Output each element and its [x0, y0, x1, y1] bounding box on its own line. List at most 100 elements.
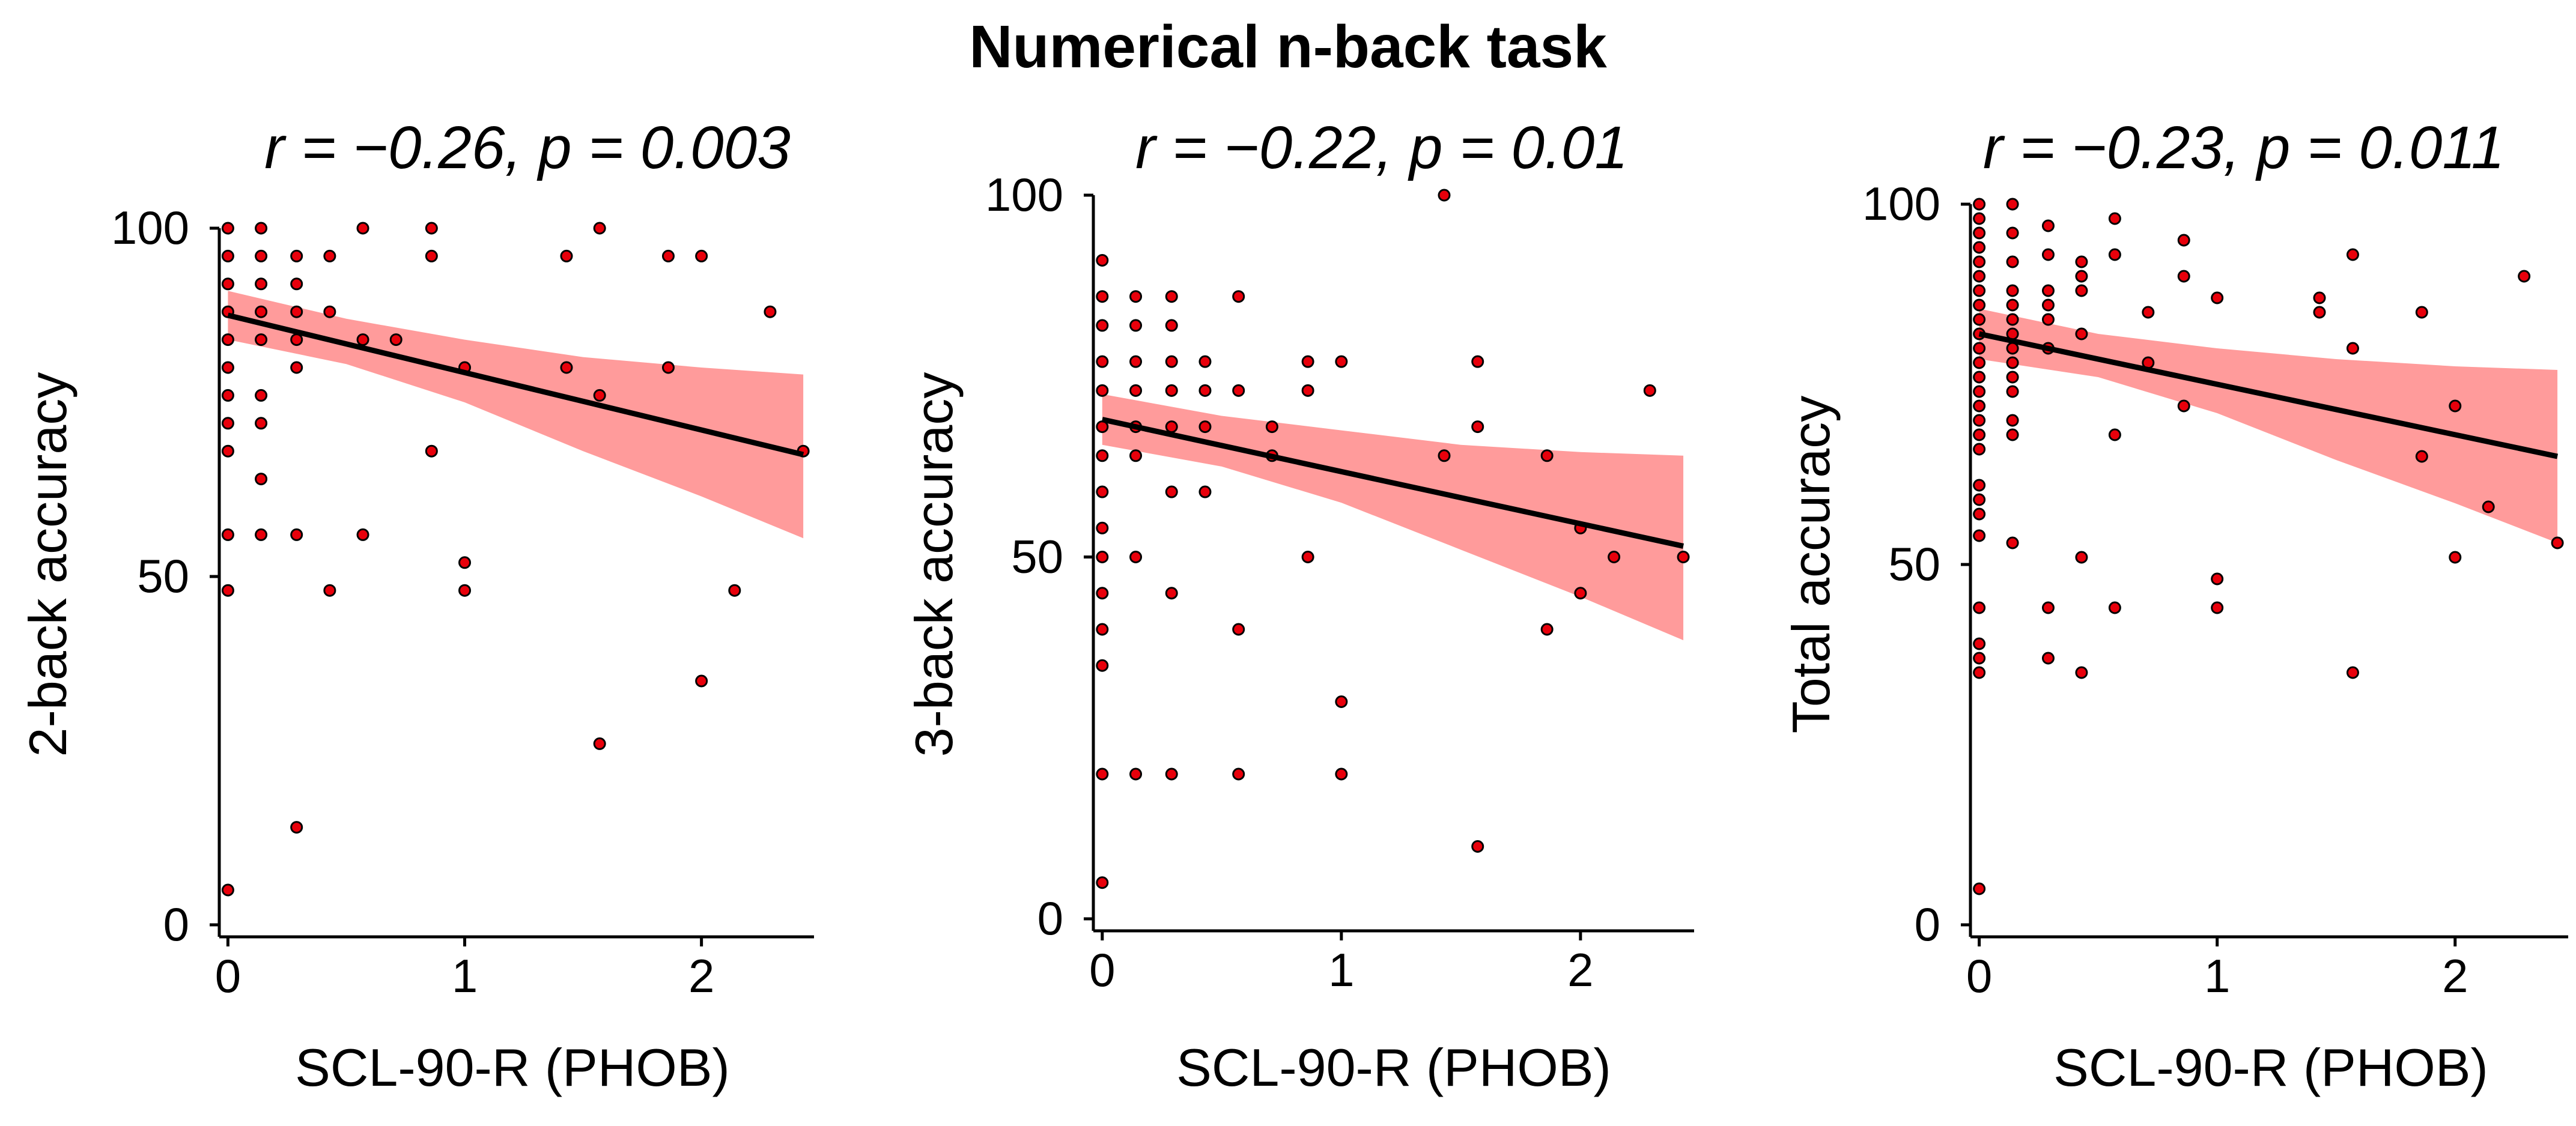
data-point: [1198, 420, 1212, 434]
data-point: [323, 584, 336, 597]
data-point: [2006, 356, 2019, 369]
data-point: [2211, 291, 2224, 304]
data-point: [1335, 355, 1348, 368]
x-tick-label: 0: [1966, 949, 1992, 1002]
data-point: [2518, 270, 2531, 283]
x-tick-label: 2: [688, 949, 714, 1002]
regression-line: [227, 312, 804, 458]
data-point: [2075, 284, 2088, 297]
data-point: [1301, 551, 1314, 563]
data-point: [1973, 270, 1986, 283]
data-point: [1096, 290, 1109, 303]
data-point: [2006, 371, 2019, 384]
data-point: [1471, 355, 1484, 368]
data-point: [2346, 342, 2359, 355]
data-point: [221, 249, 234, 262]
data-point: [1973, 255, 1986, 268]
data-point: [1471, 420, 1484, 434]
data-point: [1438, 449, 1451, 462]
data-point: [2041, 313, 2055, 326]
data-point: [1540, 623, 1554, 636]
data-point: [2211, 572, 2224, 586]
y-tick-label: 100: [111, 201, 189, 254]
x-tick-label: 1: [452, 949, 478, 1002]
data-point: [2108, 601, 2121, 614]
data-point: [661, 249, 675, 262]
y-axis-label: 3-back accuracy: [904, 372, 964, 757]
data-point: [1540, 449, 1554, 462]
data-point: [255, 249, 268, 262]
data-point: [1973, 198, 1986, 211]
data-point: [255, 528, 268, 541]
confidence-band: [1979, 309, 2558, 543]
data-point: [1973, 529, 1986, 542]
data-point: [1973, 666, 1986, 679]
data-point: [255, 333, 268, 347]
data-point: [560, 361, 573, 374]
data-point: [1198, 485, 1212, 498]
data-point: [1973, 313, 1986, 326]
data-point: [1129, 319, 1143, 332]
data-point: [1973, 479, 1986, 492]
data-point: [1973, 414, 1986, 427]
data-point: [2075, 327, 2088, 341]
data-point: [1335, 695, 1348, 708]
regression-line: [1978, 331, 2559, 459]
data-point: [2006, 313, 2019, 326]
data-point: [1608, 551, 1621, 563]
data-point: [1165, 355, 1178, 368]
x-axis-label: SCL-90-R (PHOB): [295, 1038, 730, 1097]
data-point: [2449, 399, 2462, 413]
data-point: [290, 821, 303, 834]
data-point: [1129, 355, 1143, 368]
data-point: [1301, 355, 1314, 368]
data-point: [1096, 876, 1109, 889]
y-tick-label: 100: [985, 168, 1063, 221]
data-point: [1973, 652, 1986, 665]
data-point: [1301, 384, 1314, 397]
data-point: [221, 444, 234, 458]
data-point: [2041, 219, 2055, 232]
data-point: [1198, 355, 1212, 368]
data-point: [1973, 428, 1986, 441]
data-point: [2482, 500, 2495, 513]
data-point: [1096, 623, 1109, 636]
data-point: [661, 361, 675, 374]
data-point: [290, 305, 303, 318]
data-point: [1232, 384, 1245, 397]
data-point: [290, 249, 303, 262]
data-point: [356, 333, 369, 347]
data-point: [1973, 356, 1986, 369]
data-point: [2346, 248, 2359, 261]
data-point: [2108, 212, 2121, 225]
data-point: [2075, 551, 2088, 564]
data-point: [1973, 493, 1986, 506]
data-point: [2108, 248, 2121, 261]
figure-title: Numerical n-back task: [969, 13, 1607, 80]
data-point: [593, 389, 606, 402]
data-point: [2006, 414, 2019, 427]
data-point: [290, 277, 303, 291]
y-tick-label: 100: [1862, 177, 1940, 230]
data-point: [2041, 284, 2055, 297]
data-point: [2551, 536, 2564, 549]
data-point: [2075, 270, 2088, 283]
confidence-band: [228, 291, 804, 539]
y-axis-label: Total accuracy: [1781, 396, 1841, 733]
data-point: [2006, 198, 2019, 211]
stat-annotation: r = −0.22, p = 0.01: [1135, 114, 1628, 181]
data-point: [425, 444, 438, 458]
data-point: [1438, 189, 1451, 202]
data-point: [255, 277, 268, 291]
data-point: [425, 222, 438, 235]
data-point: [1096, 767, 1109, 781]
data-point: [1973, 507, 1986, 521]
data-point: [2006, 226, 2019, 240]
data-point: [255, 222, 268, 235]
data-point: [255, 305, 268, 318]
data-point: [1232, 767, 1245, 781]
data-point: [1198, 384, 1212, 397]
data-point: [1165, 290, 1178, 303]
data-point: [1973, 371, 1986, 384]
